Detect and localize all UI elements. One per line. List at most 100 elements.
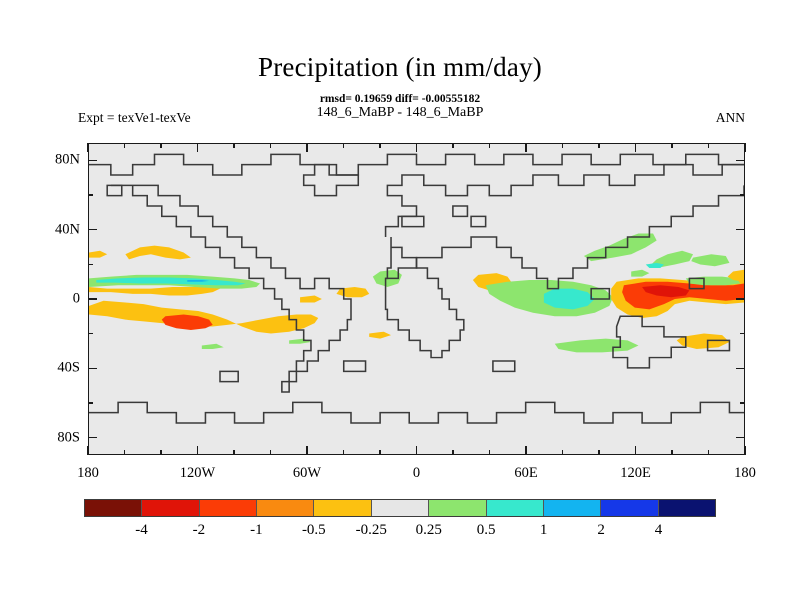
- y-axis-minor-tick: [88, 333, 93, 335]
- x-axis-major-tick: [415, 446, 418, 455]
- x-axis-label: 120E: [620, 465, 651, 481]
- x-axis-minor-tick: [452, 450, 454, 455]
- contour-fill-neg-050-atl: [336, 286, 370, 298]
- y-axis-label: 80S: [57, 429, 80, 446]
- x-axis-minor-tick: [342, 450, 345, 455]
- colorbar-swatch[interactable]: [601, 500, 659, 516]
- x-axis-top-tick: [561, 143, 564, 148]
- y-axis-right-tick: [740, 333, 745, 335]
- colorbar-swatch[interactable]: [314, 500, 372, 516]
- contour-fill-neg-050: [89, 300, 319, 334]
- contour-fill-neg-050-b: [89, 286, 220, 296]
- x-axis-minor-tick: [269, 450, 272, 455]
- x-axis-minor-tick: [160, 450, 162, 455]
- contour-fill-pos-025-spcz: [554, 338, 639, 353]
- colorbar-tick-label: -4: [135, 522, 148, 538]
- contour-fill-pos-050-io: [543, 288, 595, 310]
- contour-fill-neg-100: [161, 314, 213, 330]
- colorbar-swatch[interactable]: [85, 500, 143, 516]
- x-axis-minor-tick: [671, 450, 673, 455]
- y-axis-right-tick: [736, 367, 745, 369]
- x-axis-minor-tick: [379, 450, 381, 455]
- contour-fill-neg-050-mid: [300, 295, 322, 303]
- contour-fill-pos-025-epac-s: [201, 343, 224, 349]
- colorbar-tick-label: -1: [250, 522, 263, 538]
- x-axis-major-tick: [634, 446, 637, 455]
- experiment-label: Expt = texVe1-texVe: [78, 110, 191, 125]
- colorbar-tick-label: -0.5: [301, 522, 326, 538]
- x-axis-major-tick: [744, 446, 746, 455]
- colorbar-tick-label: 0.25: [415, 522, 442, 538]
- colorbar-swatch[interactable]: [543, 500, 602, 516]
- colorbar-tick-label: 1: [539, 522, 548, 538]
- y-axis-major-tick: [88, 367, 97, 369]
- colorbar-tick-label: 2: [597, 522, 605, 538]
- colorbar-tick-label: 4: [654, 522, 663, 538]
- y-axis-major-tick: [88, 437, 97, 439]
- y-axis-right-tick: [736, 229, 745, 231]
- contour-fill-pos-050-nwp: [645, 262, 664, 268]
- x-axis-label: 60E: [514, 465, 538, 481]
- y-axis-label: 40N: [55, 221, 80, 238]
- contour-fill-pos-025-nwp2: [651, 250, 694, 268]
- x-axis-top-tick: [269, 143, 272, 148]
- colorbar[interactable]: [84, 499, 716, 517]
- x-axis-top-tick: [488, 143, 491, 148]
- map-plot-area: [88, 143, 745, 455]
- contour-fill-neg-050-saus2: [727, 269, 744, 282]
- x-axis-top-tick: [452, 143, 454, 148]
- x-axis-top-tick: [196, 143, 199, 152]
- contour-fill-pos-100-epac: [187, 280, 210, 282]
- x-axis-minor-tick: [598, 450, 600, 455]
- x-axis-minor-tick: [561, 450, 564, 455]
- colorbar-swatch[interactable]: [142, 500, 200, 516]
- y-axis-right-tick: [736, 298, 745, 300]
- y-axis-major-tick: [88, 159, 97, 161]
- contour-fill-pos-050-epac: [96, 277, 246, 286]
- season-label: ANN: [715, 110, 745, 125]
- x-axis-label: 180: [77, 465, 99, 481]
- y-axis-minor-tick: [88, 402, 93, 404]
- colorbar-swatch[interactable]: [371, 500, 430, 516]
- contour-fill-neg-050-saus: [676, 333, 730, 349]
- x-axis-top-tick: [707, 143, 710, 148]
- x-axis-minor-tick: [233, 450, 235, 455]
- x-axis-top-tick: [123, 143, 126, 148]
- page-title: Precipitation (in mm/day): [258, 52, 542, 82]
- x-axis-top-tick: [634, 143, 637, 152]
- x-axis-label: 120W: [179, 465, 216, 481]
- colorbar-swatch[interactable]: [199, 500, 258, 516]
- coastline-outlines: [89, 153, 744, 424]
- anomaly-contour-fills: [89, 233, 744, 353]
- x-axis-top-tick: [525, 143, 527, 152]
- x-axis-minor-tick: [488, 450, 491, 455]
- colorbar-swatch[interactable]: [486, 500, 544, 516]
- y-axis-minor-tick: [88, 194, 93, 196]
- contour-fill-neg-050-npac: [125, 245, 191, 260]
- y-axis-right-tick: [740, 194, 745, 196]
- x-axis-minor-tick: [123, 450, 126, 455]
- colorbar-swatch[interactable]: [257, 500, 315, 516]
- x-axis-top-tick: [598, 143, 600, 148]
- contour-fill-pos-025-swpac: [631, 269, 650, 277]
- y-axis-right-tick: [736, 159, 745, 161]
- x-axis-top-tick: [233, 143, 235, 148]
- x-axis-label: 0: [412, 465, 421, 481]
- colorbar-swatch[interactable]: [429, 500, 487, 516]
- contour-fill-neg-050-mid2: [369, 331, 392, 339]
- y-axis-major-tick: [88, 298, 97, 300]
- contour-fill-neg-050-npac-edge: [89, 250, 108, 258]
- x-axis-label: 60W: [292, 465, 322, 481]
- y-axis-right-tick: [740, 402, 745, 404]
- x-axis-major-tick: [525, 446, 527, 455]
- colorbar-tick-label: 0.5: [476, 522, 496, 538]
- y-axis-label: 0: [72, 290, 80, 307]
- x-axis-top-tick: [87, 143, 89, 152]
- x-axis-top-tick: [160, 143, 162, 148]
- colorbar-swatch[interactable]: [658, 500, 715, 516]
- y-axis-minor-tick: [88, 263, 93, 265]
- y-axis-label: 40S: [57, 359, 80, 376]
- x-axis-major-tick: [87, 446, 89, 455]
- contour-fill-pos-025-nwp3: [691, 254, 730, 267]
